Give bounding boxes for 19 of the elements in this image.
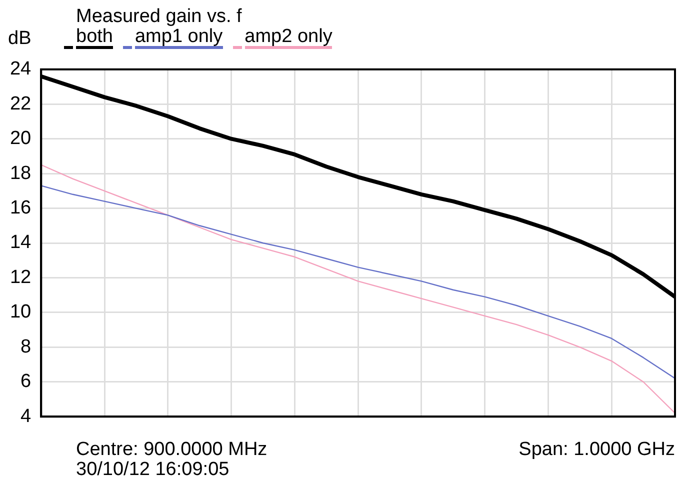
y-tick-label: 10 (10, 302, 32, 323)
y-tick-label: 14 (10, 232, 32, 254)
y-tick-label: 6 (20, 371, 32, 392)
legend-label: amp2 only (244, 26, 332, 49)
y-axis-title: dB (8, 28, 32, 50)
y-tick-label: 20 (10, 128, 32, 150)
y-tick-label: 8 (20, 336, 32, 358)
y-tick-label: 22 (10, 93, 32, 114)
chart-title: Measured gain vs. f (76, 6, 242, 28)
legend-label: amp1 only (134, 26, 223, 49)
y-tick-label: 4 (20, 406, 32, 427)
y-tick-label: 12 (10, 266, 32, 288)
y-tick-label: 18 (10, 162, 32, 184)
text: Centre: 900.0000 MHz (76, 439, 268, 460)
y-tick-label: 16 (10, 198, 32, 219)
text: 30/10/12 16:09:05 (76, 459, 230, 480)
text: Span: 1.0000 GHz (518, 439, 675, 460)
legend-label: both (76, 26, 113, 49)
y-tick-label: 24 (10, 58, 32, 80)
